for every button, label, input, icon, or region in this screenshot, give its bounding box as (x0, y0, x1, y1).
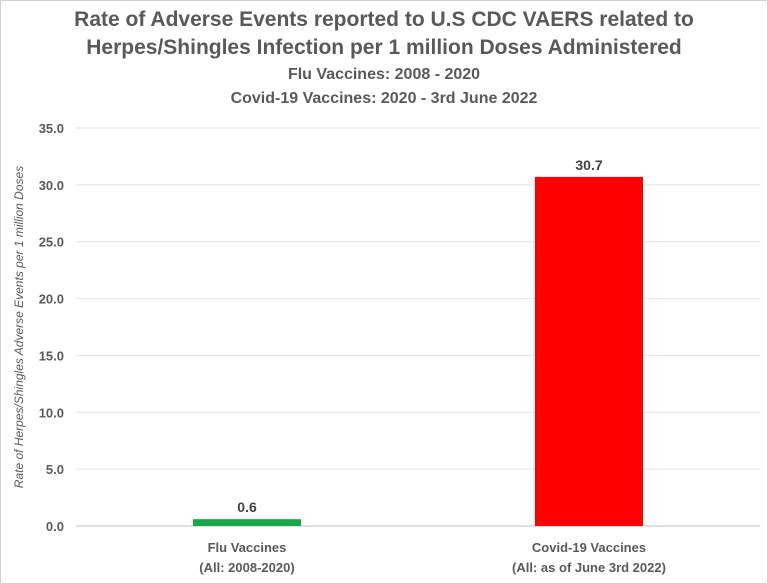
category-labels: Flu Vaccines (All: 2008-2020) Covid-19 Vac… (199, 540, 666, 575)
category-label: Flu Vaccines (208, 540, 287, 555)
y-tick-label: 0.0 (46, 519, 64, 534)
chart-subtitle-line-1: Flu Vaccines: 2008 - 2020 (287, 66, 481, 83)
chart-title-line-1: Rate of Adverse Events reported to U.S C… (74, 8, 694, 31)
bar (535, 176, 643, 526)
y-tick-label: 25.0 (39, 235, 64, 250)
y-tick-label: 5.0 (46, 462, 64, 477)
category-label: Covid-19 Vaccines (532, 540, 646, 555)
bars (193, 176, 643, 526)
y-tick-label: 15.0 (39, 348, 64, 363)
data-label: 30.7 (575, 157, 602, 173)
y-tick-label: 10.0 (39, 405, 64, 420)
y-tick-label: 35.0 (39, 121, 64, 136)
y-tick-label: 20.0 (39, 292, 64, 307)
data-label: 0.6 (237, 499, 257, 515)
y-axis-label: Rate of Herpes/Shingles Adverse Events p… (12, 166, 26, 488)
data-labels: 0.6 30.7 (237, 157, 603, 515)
bar (193, 519, 301, 526)
category-sublabel: (All: as of June 3rd 2022) (512, 560, 666, 575)
gridlines (76, 127, 760, 527)
chart-title-line-2: Herpes/Shingles Infection per 1 million … (86, 36, 682, 59)
y-axis-ticks: 0.0 5.0 10.0 15.0 20.0 25.0 30.0 35.0 (39, 121, 64, 534)
category-sublabel: (All: 2008-2020) (199, 560, 294, 575)
chart-subtitle-line-2: Covid-19 Vaccines: 2020 - 3rd June 2022 (230, 90, 538, 107)
y-tick-label: 30.0 (39, 178, 64, 193)
